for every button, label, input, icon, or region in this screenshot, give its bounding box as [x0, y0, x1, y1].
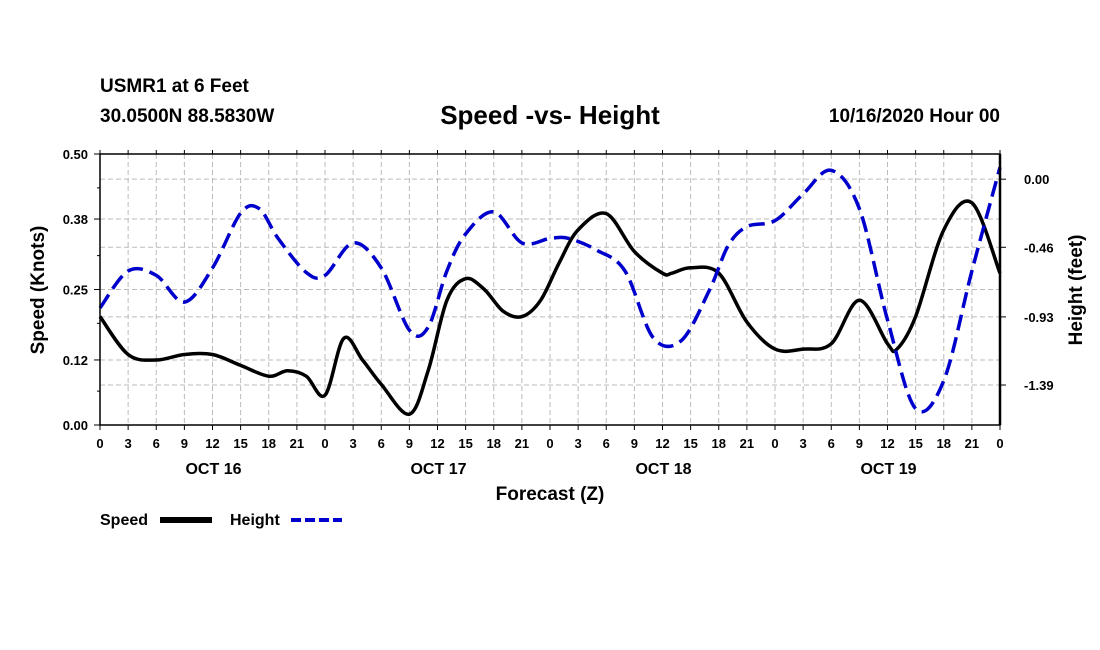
x-tick-label: 18: [487, 436, 501, 451]
x-tick-label: 9: [406, 436, 413, 451]
chart-title: Speed -vs- Height: [440, 100, 660, 130]
x-tick-label: 12: [655, 436, 669, 451]
day-label: OCT 18: [635, 461, 691, 478]
x-tick-label: 3: [125, 436, 132, 451]
y-tick-label: 0.25: [63, 283, 88, 298]
y2-tick-label: -0.46: [1024, 240, 1054, 255]
y-tick-label: 0.50: [63, 147, 88, 162]
day-label: OCT 19: [860, 461, 916, 478]
x-tick-label: 15: [908, 436, 922, 451]
y-tick-label: 0.12: [63, 353, 88, 368]
grid-lines: [100, 154, 1000, 425]
day-label: OCT 17: [410, 461, 466, 478]
x-tick-label: 18: [712, 436, 726, 451]
x-tick-label: 6: [153, 436, 160, 451]
coordinates-label: 30.0500N 88.5830W: [100, 106, 275, 127]
forecast-datetime: 10/16/2020 Hour 00: [828, 106, 1000, 127]
y-tick-label: 0.38: [63, 212, 88, 227]
x-tick-label: 9: [856, 436, 863, 451]
x-tick-label: 0: [96, 436, 103, 451]
x-tick-label: 0: [546, 436, 553, 451]
x-tick-label: 12: [880, 436, 894, 451]
x-tick-label: 18: [937, 436, 951, 451]
axes: 0 3 6 9 12 15 18 21 0 3 6 9 12 15 18 21 0 3 6 9 12 15 18 21 0 3 6 9…: [63, 147, 1054, 478]
x-tick-label: 21: [515, 436, 529, 451]
x-axis-title: Forecast (Z): [496, 484, 605, 505]
legend: Speed Height: [100, 512, 342, 529]
legend-speed-label: Speed: [100, 512, 148, 529]
x-tick-label: 18: [262, 436, 276, 451]
y-tick-label: 0.00: [63, 418, 88, 433]
x-tick-label: 3: [350, 436, 357, 451]
legend-height-label: Height: [230, 512, 280, 529]
x-tick-label: 3: [575, 436, 582, 451]
x-tick-label: 12: [430, 436, 444, 451]
y2-tick-label: 0.00: [1024, 172, 1049, 187]
x-tick-label: 9: [631, 436, 638, 451]
x-tick-label: 6: [603, 436, 610, 451]
y-axis-title: Speed (Knots): [28, 226, 49, 355]
x-tick-label: 21: [965, 436, 979, 451]
x-tick-label: 21: [290, 436, 304, 451]
height-series-line: [98, 166, 1002, 414]
x-tick-label: 0: [996, 436, 1003, 451]
x-tick-label: 3: [800, 436, 807, 451]
x-tick-label: 15: [683, 436, 697, 451]
x-tick-label: 15: [233, 436, 247, 451]
day-label: OCT 16: [185, 461, 241, 478]
x-tick-label: 0: [321, 436, 328, 451]
x-tick-label: 9: [181, 436, 188, 451]
y2-axis-title: Height (feet): [1066, 235, 1087, 346]
y2-tick-label: -1.39: [1024, 378, 1054, 393]
y2-tick-label: -0.93: [1024, 310, 1054, 325]
speed-series-line: [98, 199, 1002, 416]
x-tick-label: 15: [458, 436, 472, 451]
station-label: USMR1 at 6 Feet: [100, 76, 249, 97]
x-tick-label: 21: [740, 436, 754, 451]
x-tick-label: 6: [828, 436, 835, 451]
x-tick-label: 12: [205, 436, 219, 451]
x-tick-label: 0: [771, 436, 778, 451]
series-layer: [98, 166, 1002, 416]
x-tick-label: 6: [378, 436, 385, 451]
